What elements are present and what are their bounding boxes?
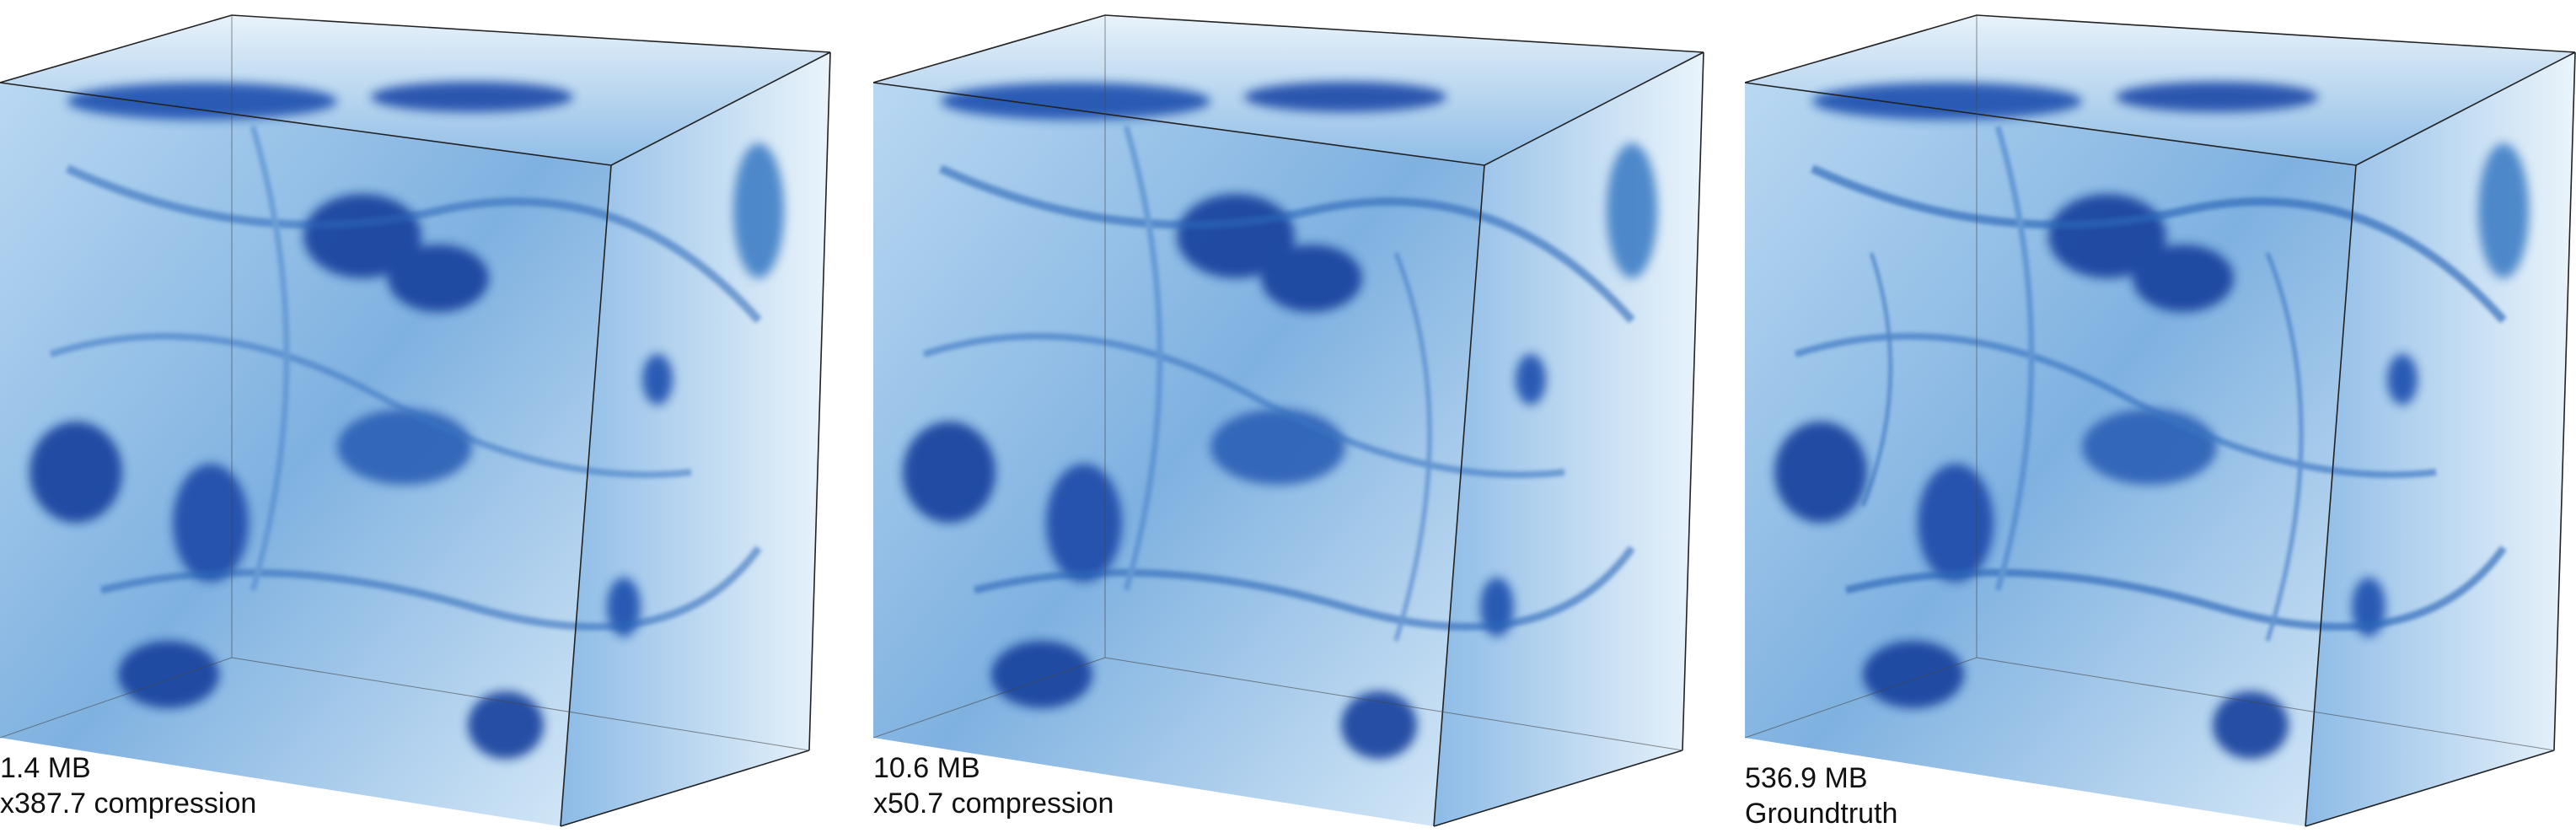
compression-ratio-label: x387.7 compression	[0, 787, 257, 820]
panel-caption: 10.6 MB x50.7 compression	[873, 750, 1114, 821]
panel-caption: 1.4 MB x387.7 compression	[0, 750, 256, 821]
volume-render-cube	[873, 14, 1704, 827]
panel-caption: 536.9 MB Groundtruth	[1745, 760, 1897, 831]
data-size-label: 536.9 MB	[1745, 762, 1868, 794]
compression-ratio-label: x50.7 compression	[873, 787, 1114, 820]
panel-compressed-2: 10.6 MB x50.7 compression	[873, 0, 1716, 833]
data-size-label: 10.6 MB	[873, 752, 980, 784]
volume-render-cube	[0, 14, 831, 827]
data-size-label: 1.4 MB	[0, 752, 91, 784]
volume-render-cube	[1745, 14, 2576, 827]
panel-compressed-1: 1.4 MB x387.7 compression	[0, 0, 843, 833]
panel-groundtruth: 536.9 MB Groundtruth	[1745, 0, 2576, 833]
groundtruth-label: Groundtruth	[1745, 798, 1898, 830]
